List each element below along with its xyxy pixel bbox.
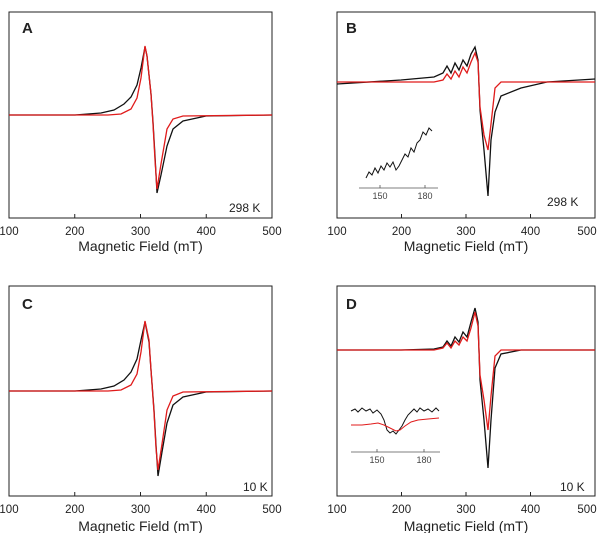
panel-d-ticks: [336, 492, 596, 496]
panel-d-inset-tick-label: 180: [416, 455, 431, 465]
panel-d-tick-label: 200: [392, 504, 411, 516]
panel-b-plot: [336, 45, 596, 197]
panel-b-tick-label: 500: [577, 226, 596, 238]
panel-b-tick-label: 400: [521, 226, 540, 238]
panel-b-xlabel: Magnetic Field (mT): [404, 238, 528, 254]
panel-d-tick-label: 100: [327, 504, 346, 516]
panel-d-inset-tick-label: 150: [369, 455, 384, 465]
panel-b-inset-tick-label: 180: [417, 191, 432, 201]
panel-d-temperature: 10 K: [560, 480, 585, 494]
panel-c-letter: C: [22, 296, 33, 313]
panel-c-tick-label: 400: [197, 504, 216, 516]
panel-c-xlabel: Magnetic Field (mT): [78, 518, 202, 533]
panel-c-tick-label: 200: [65, 504, 84, 516]
panel-b-frame: [336, 11, 596, 219]
panel-d-simulated-line: [337, 311, 595, 431]
panel-b-ticks: [336, 214, 596, 218]
panel-b-inset: 150 180: [359, 127, 438, 201]
panel-b-simulated-line: [337, 51, 595, 151]
panel-a-tick-label: 500: [262, 226, 281, 238]
panel-d-inset-experimental-line: [350, 407, 440, 435]
panel-a-tick-label: 100: [0, 226, 19, 238]
panel-b: B 298 K 100 200 300 400 500 Magnetic Fie…: [327, 11, 597, 254]
panel-d-inset-simulated-line: [351, 417, 440, 432]
panel-a-letter: A: [22, 20, 33, 37]
panel-b-tick-label: 100: [327, 226, 346, 238]
panel-b-tick-label: 300: [456, 226, 475, 238]
panel-d-plot: [337, 307, 595, 469]
panel-c-temperature: 10 K: [243, 480, 268, 494]
panel-d-letter: D: [346, 296, 357, 313]
panel-d-experimental-line: [337, 307, 595, 469]
panel-c-simulated-line: [9, 320, 273, 471]
panel-c-ticks: [8, 492, 273, 496]
panel-a-temperature: 298 K: [229, 201, 260, 215]
panel-a-experimental-line: [9, 46, 273, 194]
panel-d: D 10 K 100 200 300 400 500 Magnetic Fiel…: [327, 285, 597, 533]
panel-d-xlabel: Magnetic Field (mT): [404, 518, 528, 533]
panel-c-plot: [9, 320, 273, 477]
panel-d-tick-label: 300: [456, 504, 475, 516]
panel-b-tick-label: 200: [392, 226, 411, 238]
panel-b-temperature: 298 K: [547, 195, 578, 209]
panel-a: A 298 K 100 200 300 400 500 Magnetic Fie…: [0, 11, 282, 254]
panel-a-ticks: [8, 214, 273, 218]
panel-a-plot: [9, 45, 273, 194]
panel-b-experimental-line: [336, 45, 596, 197]
panel-a-xlabel: Magnetic Field (mT): [78, 238, 202, 254]
panel-a-tick-label: 400: [197, 226, 216, 238]
panel-d-inset: 150 180: [350, 407, 440, 465]
panel-b-letter: B: [346, 20, 357, 37]
panel-b-inset-experimental-line: [365, 127, 433, 179]
panel-d-tick-label: 500: [577, 504, 596, 516]
panel-d-tick-label: 400: [521, 504, 540, 516]
panel-c-tick-label: 300: [131, 504, 150, 516]
panel-c: C 10 K 100 200 300 400 500 Magnetic Fiel…: [0, 285, 282, 533]
panel-c-tick-label: 100: [0, 504, 19, 516]
panel-a-simulated-line: [9, 45, 273, 190]
panel-b-inset-tick-label: 150: [372, 191, 387, 201]
panel-a-tick-label: 200: [65, 226, 84, 238]
panel-c-experimental-line: [9, 321, 273, 477]
panel-c-tick-label: 500: [262, 504, 281, 516]
panel-a-tick-label: 300: [131, 226, 150, 238]
